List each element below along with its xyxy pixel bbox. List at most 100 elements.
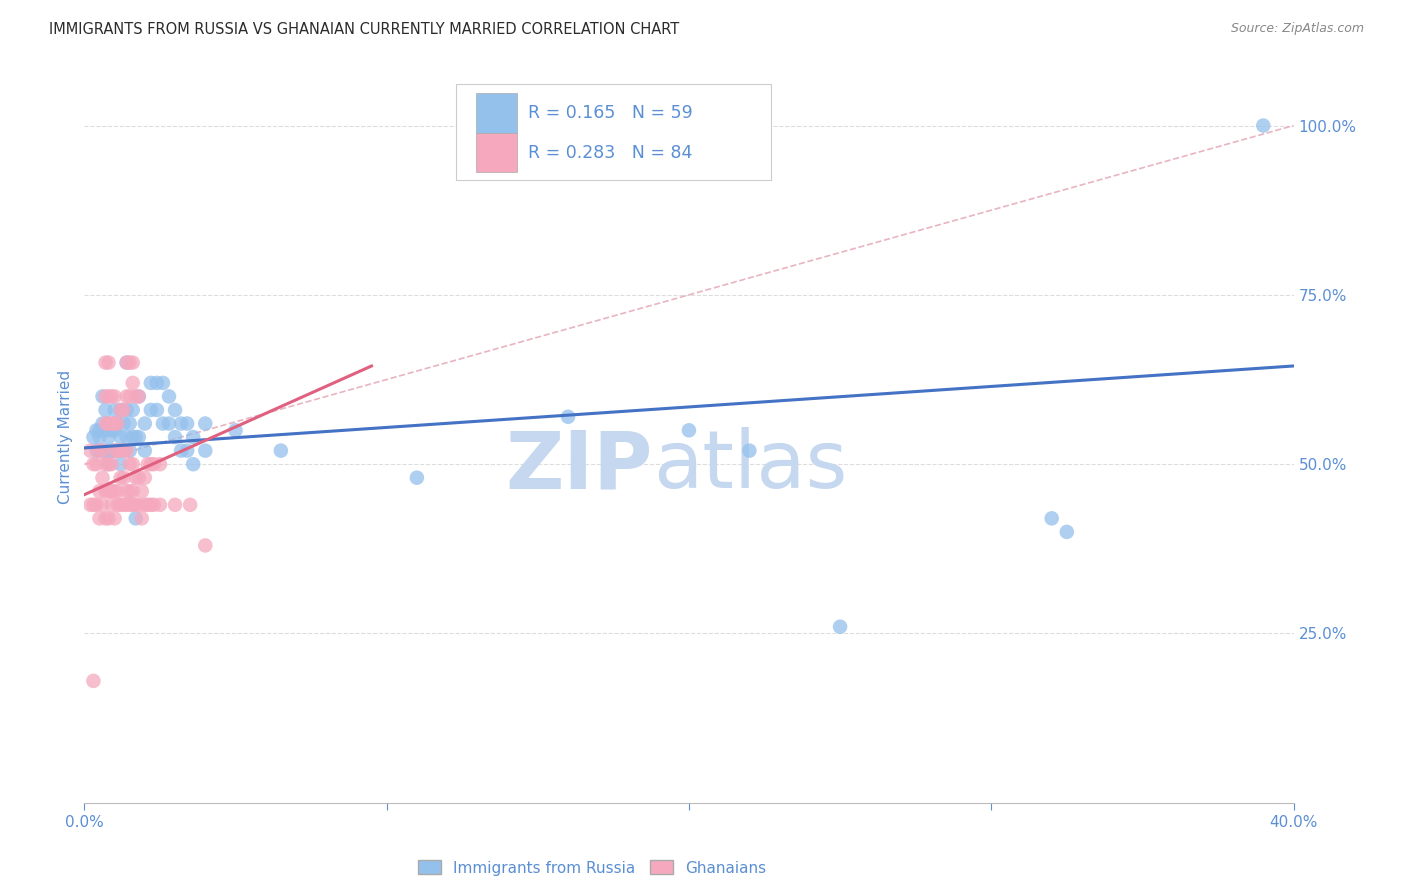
Point	[118, 457, 141, 471]
Point	[104, 403, 127, 417]
Point	[136, 457, 159, 471]
Point	[121, 403, 143, 417]
Point	[110, 403, 132, 417]
Point	[97, 417, 120, 431]
Point	[94, 355, 117, 369]
Point	[86, 423, 108, 437]
Point	[100, 389, 122, 403]
Point	[146, 403, 169, 417]
Point	[121, 376, 143, 390]
Point	[128, 430, 150, 444]
Point	[86, 443, 108, 458]
Point	[121, 498, 143, 512]
Point	[97, 417, 120, 431]
Point	[118, 484, 141, 499]
Point	[181, 430, 204, 444]
Point	[131, 511, 153, 525]
Point	[104, 423, 127, 437]
Point	[125, 511, 148, 525]
Point	[118, 498, 141, 512]
Point	[165, 430, 187, 444]
Point	[79, 443, 101, 458]
Point	[134, 417, 156, 431]
Point	[134, 443, 156, 458]
Point	[170, 443, 193, 458]
Point	[82, 498, 104, 512]
Point	[110, 498, 132, 512]
Point	[94, 417, 117, 431]
Point	[830, 620, 852, 634]
Point	[79, 498, 101, 512]
Point	[121, 457, 143, 471]
Point	[165, 498, 187, 512]
Point	[94, 403, 117, 417]
Point	[112, 498, 135, 512]
Point	[125, 471, 148, 485]
Point	[142, 457, 165, 471]
Point	[225, 423, 247, 437]
Point	[112, 417, 135, 431]
Point	[115, 498, 138, 512]
Point	[97, 484, 120, 499]
Point	[139, 403, 162, 417]
Text: atlas: atlas	[652, 427, 846, 506]
FancyBboxPatch shape	[477, 133, 517, 172]
Legend: Immigrants from Russia, Ghanaians: Immigrants from Russia, Ghanaians	[412, 855, 773, 881]
Point	[157, 389, 180, 403]
Point	[118, 389, 141, 403]
Point	[110, 443, 132, 458]
Y-axis label: Currently Married: Currently Married	[58, 370, 73, 504]
Point	[1040, 511, 1063, 525]
Point	[104, 443, 127, 458]
Point	[181, 457, 204, 471]
Point	[97, 355, 120, 369]
Point	[125, 430, 148, 444]
Point	[112, 443, 135, 458]
Point	[115, 484, 138, 499]
FancyBboxPatch shape	[477, 94, 517, 133]
Point	[107, 417, 129, 431]
Point	[104, 389, 127, 403]
Point	[91, 443, 114, 458]
Point	[112, 471, 135, 485]
Point	[97, 457, 120, 471]
Point	[146, 376, 169, 390]
Point	[94, 443, 117, 458]
Point	[104, 417, 127, 431]
Point	[170, 417, 193, 431]
Point	[139, 498, 162, 512]
Point	[1253, 119, 1275, 133]
Point	[86, 457, 108, 471]
Point	[125, 389, 148, 403]
Point	[557, 409, 579, 424]
Point	[149, 457, 172, 471]
Point	[82, 673, 104, 688]
Point	[165, 403, 187, 417]
Point	[115, 430, 138, 444]
Point	[678, 423, 700, 437]
Point	[107, 443, 129, 458]
Point	[121, 484, 143, 499]
Point	[134, 471, 156, 485]
Point	[112, 403, 135, 417]
Point	[107, 484, 129, 499]
Point	[104, 511, 127, 525]
Point	[738, 443, 761, 458]
Point	[91, 389, 114, 403]
Point	[86, 498, 108, 512]
Point	[112, 443, 135, 458]
Point	[152, 417, 174, 431]
Point	[142, 498, 165, 512]
Point	[100, 484, 122, 499]
Point	[115, 389, 138, 403]
Point	[89, 443, 111, 458]
Point	[406, 471, 429, 485]
Point	[194, 538, 217, 552]
Point	[82, 430, 104, 444]
FancyBboxPatch shape	[456, 84, 770, 179]
Point	[115, 443, 138, 458]
Point	[176, 443, 198, 458]
Point	[149, 498, 172, 512]
Point	[121, 355, 143, 369]
Point	[91, 443, 114, 458]
